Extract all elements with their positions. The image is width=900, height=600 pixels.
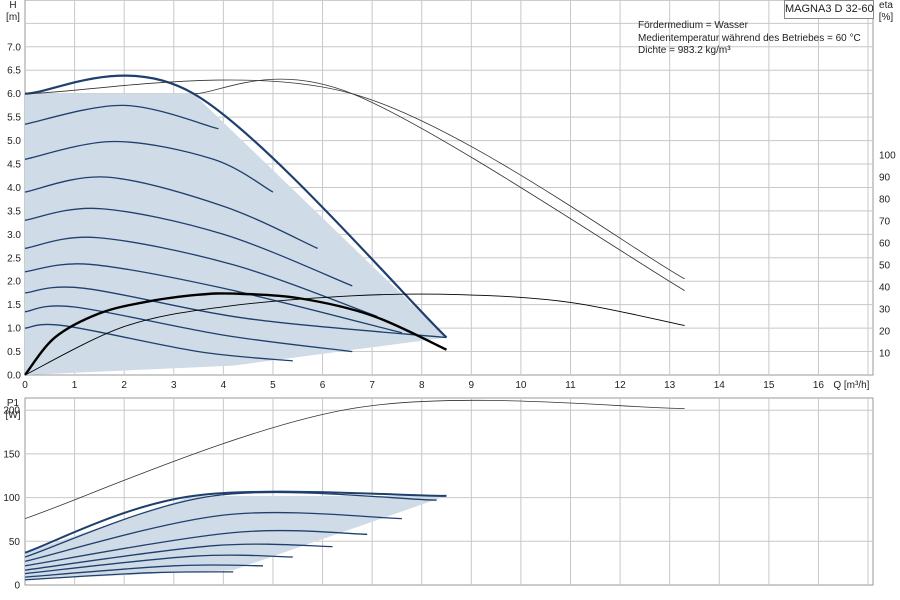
y-right-tick-label: 80 <box>879 195 891 206</box>
x-tick-label: 9 <box>469 380 475 391</box>
x-tick-label: 1 <box>72 380 78 391</box>
power-curve <box>24 571 234 581</box>
x-tick-label: 2 <box>121 380 127 391</box>
efficiency-curve <box>24 292 448 376</box>
y-right-tick-label: 50 <box>879 261 891 272</box>
power-curve <box>24 529 368 567</box>
x-tick-label: 10 <box>515 380 527 391</box>
power-y-tick-label: 100 <box>3 493 20 504</box>
power-y-tick-label: 200 <box>3 406 20 417</box>
y-tick-label: 2.0 <box>7 277 21 288</box>
y-right-tick-label: 70 <box>879 217 891 228</box>
head-curve <box>24 286 447 339</box>
y-tick-label: 7.0 <box>7 42 21 53</box>
power-curve <box>24 554 293 575</box>
x-axis-label: Q [m³/h] <box>833 380 869 391</box>
x-tick-label: 16 <box>813 380 825 391</box>
y-tick-label: 1.0 <box>7 324 21 335</box>
power-curve <box>24 491 437 558</box>
efficiency-curve <box>24 293 685 376</box>
x-tick-label: 3 <box>171 380 177 391</box>
head-curve <box>24 140 274 193</box>
power-y-axis-label: P1 <box>7 398 20 409</box>
x-tick-label: 4 <box>221 380 227 391</box>
y-right-tick-label: 30 <box>879 305 891 316</box>
x-tick-label: 12 <box>615 380 627 391</box>
info-line-medium: Fördermedium = Wasser <box>638 20 748 31</box>
power-y-axis-unit: [W] <box>6 410 21 421</box>
y-right-tick-label: 10 <box>879 349 891 360</box>
y-right-tick-label: 100 <box>879 151 896 162</box>
head-curve <box>193 78 685 291</box>
head-curve <box>24 176 318 249</box>
power-curve <box>24 490 447 554</box>
y-right-tick-label: 40 <box>879 283 891 294</box>
head-curve <box>24 263 403 334</box>
y-tick-label: 0.5 <box>7 347 21 358</box>
head-curve <box>24 305 353 353</box>
y-tick-label: 5.5 <box>7 113 21 124</box>
y-tick-label: 0.0 <box>7 371 21 382</box>
head-curve <box>24 236 378 318</box>
y-right-axis-label: eta <box>879 0 893 11</box>
power-curve <box>24 543 333 571</box>
x-tick-label: 6 <box>320 380 326 391</box>
y-right-tick-label: 60 <box>879 239 891 250</box>
x-tick-label: 5 <box>270 380 276 391</box>
x-tick-label: 0 <box>22 380 28 391</box>
x-tick-label: 7 <box>369 380 375 391</box>
y-tick-label: 4.0 <box>7 183 21 194</box>
y-tick-label: 1.5 <box>7 300 21 311</box>
power-curve <box>24 399 685 519</box>
power-y-tick-label: 50 <box>9 537 21 548</box>
power-y-tick-label: 150 <box>3 449 20 460</box>
y-right-tick-label: 20 <box>879 327 891 338</box>
x-tick-label: 14 <box>714 380 726 391</box>
info-line-density: Dichte = 983.2 kg/m³ <box>638 45 731 56</box>
info-box: Fördermedium = Wasser Medientemperatur w… <box>638 20 861 58</box>
power-curve <box>24 511 402 563</box>
head-curve <box>24 74 448 339</box>
y-right-tick-label: 90 <box>879 173 891 184</box>
y-right-axis-unit: [%] <box>879 12 894 23</box>
info-line-temperature: Medientemperatur während des Betriebes =… <box>638 32 861 44</box>
y-axis-unit: [m] <box>6 12 20 23</box>
x-tick-label: 8 <box>419 380 425 391</box>
y-tick-label: 6.5 <box>7 66 21 77</box>
y-tick-label: 2.5 <box>7 253 21 264</box>
head-curve <box>24 207 353 287</box>
head-curve <box>24 104 219 130</box>
y-tick-label: 3.5 <box>7 206 21 217</box>
y-tick-label: 5.0 <box>7 136 21 147</box>
y-tick-label: 6.0 <box>7 89 21 100</box>
x-tick-label: 15 <box>763 380 775 391</box>
power-curve <box>24 564 264 578</box>
x-tick-label: 13 <box>664 380 676 391</box>
x-tick-label: 11 <box>565 380 576 391</box>
power-operating-area <box>25 495 447 580</box>
power-y-tick-label: 0 <box>14 581 20 592</box>
head-curve <box>24 323 293 362</box>
y-tick-label: 4.5 <box>7 160 21 171</box>
y-tick-label: 3.0 <box>7 230 21 241</box>
y-axis-label: H <box>9 0 16 11</box>
chart-title: MAGNA3 D 32-60 <box>784 0 874 19</box>
